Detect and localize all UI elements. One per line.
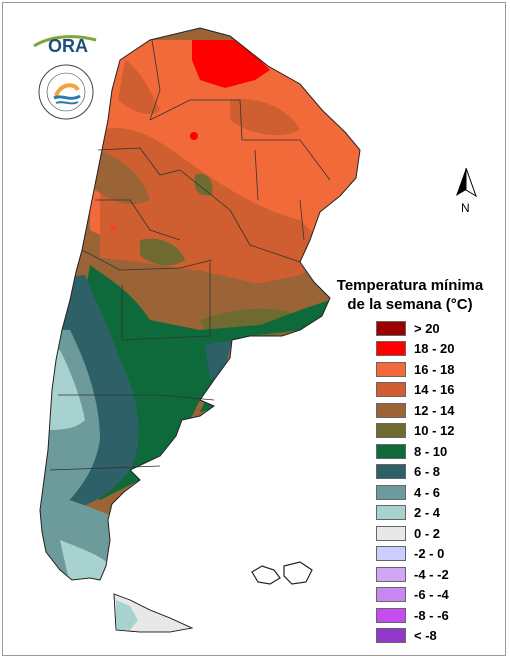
legend-label: 8 - 10 xyxy=(414,443,448,459)
legend-item: -6 - -4 xyxy=(376,585,496,606)
legend-swatch xyxy=(376,484,406,500)
legend-item: 18 - 20 xyxy=(376,339,496,360)
legend-label: 12 - 14 xyxy=(414,402,455,418)
legend-swatch xyxy=(376,341,406,357)
legend-label: -8 - -6 xyxy=(414,607,449,623)
legend-label: 6 - 8 xyxy=(414,464,441,480)
legend-item: 0 - 2 xyxy=(376,523,496,544)
legend-title-line1: Temperatura mínima xyxy=(336,277,484,294)
legend-swatch xyxy=(376,566,406,582)
legend-label: 18 - 20 xyxy=(414,341,455,357)
legend-label: 14 - 16 xyxy=(414,382,455,398)
legend-swatch xyxy=(376,607,406,623)
legend-label: -4 - -2 xyxy=(414,566,449,582)
legend-label: 2 - 4 xyxy=(414,505,441,521)
legend-label: > 20 xyxy=(414,320,440,336)
legend-item: -4 - -2 xyxy=(376,564,496,585)
legend-swatch xyxy=(376,402,406,418)
legend-item: 10 - 12 xyxy=(376,421,496,442)
legend-swatch xyxy=(376,546,406,562)
legend-item: 14 - 16 xyxy=(376,380,496,401)
tierra-del-fuego xyxy=(113,593,194,633)
legend-item: 8 - 10 xyxy=(376,441,496,462)
legend-swatch xyxy=(376,628,406,644)
legend-item: < -8 xyxy=(376,626,496,647)
legend-swatch xyxy=(376,587,406,603)
legend-title-line2: de la semana (°C) xyxy=(347,296,473,313)
ora-logo-text: ORA xyxy=(48,36,88,56)
legend-item: -2 - 0 xyxy=(376,544,496,565)
legend-title: Temperatura mínima de la semana (°C) xyxy=(322,276,498,314)
legend-label: 16 - 18 xyxy=(414,361,455,377)
legend-label: 0 - 2 xyxy=(414,525,441,541)
legend-swatch xyxy=(376,423,406,439)
legend-item: 6 - 8 xyxy=(376,462,496,483)
legend-label: 10 - 12 xyxy=(414,423,455,439)
legend-item: > 20 xyxy=(376,318,496,339)
legend-label: 4 - 6 xyxy=(414,484,441,500)
ora-logo: ORA xyxy=(33,35,97,56)
legend-label: < -8 xyxy=(414,628,437,644)
legend-swatch xyxy=(376,464,406,480)
legend-item: 16 - 18 xyxy=(376,359,496,380)
legend-item: 4 - 6 xyxy=(376,482,496,503)
legend-swatch xyxy=(376,382,406,398)
mainland-argentina xyxy=(39,27,361,581)
legend-swatch xyxy=(376,443,406,459)
legend-swatch xyxy=(376,361,406,377)
north-arrow-label: N xyxy=(461,201,470,215)
legend-swatch xyxy=(376,320,406,336)
legend-item: 12 - 14 xyxy=(376,400,496,421)
legend: > 20 18 - 20 16 - 18 14 - 16 12 - 14 10 - 12 8… xyxy=(376,318,496,646)
legend-item: 2 - 4 xyxy=(376,503,496,524)
legend-label: -2 - 0 xyxy=(414,546,445,562)
legend-swatch xyxy=(376,525,406,541)
legend-item: -8 - -6 xyxy=(376,605,496,626)
legend-label: -6 - -4 xyxy=(414,587,449,603)
smn-logo xyxy=(38,64,94,120)
north-arrow-icon xyxy=(456,167,477,198)
malvinas-islands xyxy=(251,561,313,585)
legend-swatch xyxy=(376,505,406,521)
